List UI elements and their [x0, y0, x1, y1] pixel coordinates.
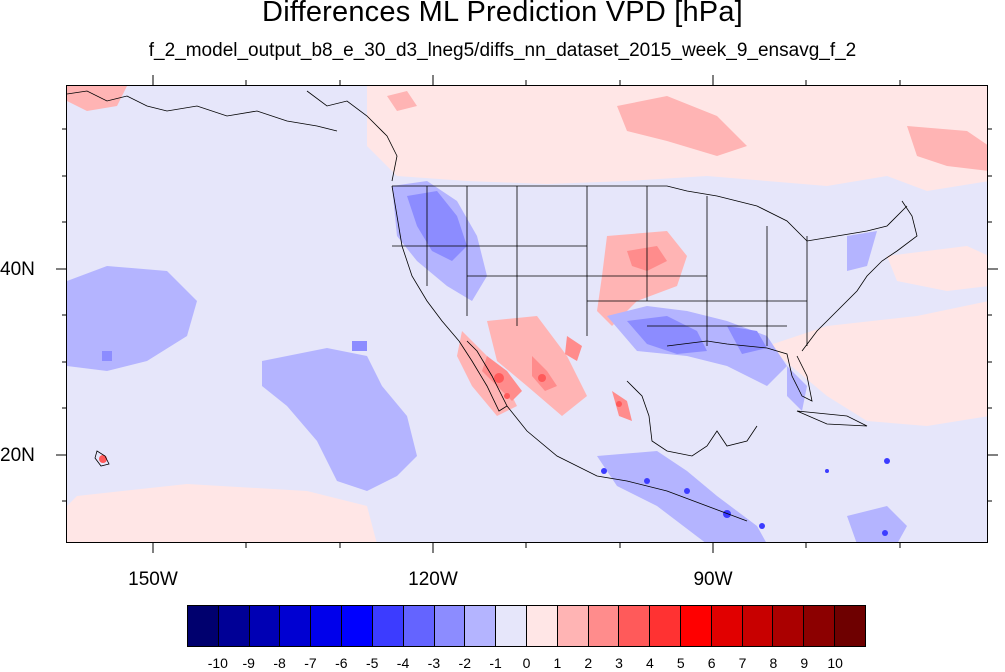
colorbar-swatch: [835, 606, 865, 646]
colorbar-label: -1: [489, 655, 502, 671]
colorbar-swatch: [588, 606, 620, 646]
peak-positive-spots: [99, 373, 622, 463]
map-subtitle: f_2_model_output_b8_e_30_d3_lneg5/diffs_…: [148, 40, 857, 61]
colorbar-label: -3: [427, 655, 441, 671]
colorbar-swatch: [372, 606, 404, 646]
colorbar-label: 9: [800, 655, 809, 671]
colorbar-swatch: [557, 606, 589, 646]
colorbar-label: 4: [646, 655, 654, 671]
strong-negative-spots: [601, 458, 890, 536]
colorbar-label: -8: [273, 655, 286, 671]
lon-label-90w: 90W: [693, 569, 733, 590]
colorbar-swatch: [249, 606, 281, 646]
colorbar-label: -6: [335, 655, 348, 671]
colorbar-swatch: [711, 606, 743, 646]
colorbar-label: 10: [827, 655, 843, 671]
map-plot-area: [66, 85, 988, 543]
colorbar-swatch: [342, 606, 373, 646]
colorbar-label: 3: [615, 655, 623, 671]
colorbar-label: 8: [769, 655, 778, 671]
colorbar-label: -2: [458, 655, 471, 671]
colorbar-label: -7: [304, 655, 317, 671]
colorbar-swatch: [742, 606, 774, 646]
colorbar-swatch: [188, 606, 219, 646]
map-title: Differences ML Prediction VPD [hPa]: [262, 0, 743, 28]
colorbar-swatch: [804, 606, 836, 646]
colorbar-label: -10: [207, 655, 228, 671]
colorbar-label: -9: [242, 655, 255, 671]
lon-label-120w: 120W: [408, 569, 458, 590]
lat-label-40n: 40N: [0, 259, 35, 280]
colorbar-swatch: [773, 606, 805, 646]
lon-label-150w: 150W: [128, 569, 178, 590]
colorbar-swatch: [619, 606, 651, 646]
colorbar-label: -4: [396, 655, 410, 671]
colorbar-swatch: [218, 606, 250, 646]
colorbar-label: 7: [738, 655, 747, 671]
colorbar-swatch: [496, 606, 527, 646]
coastlines-and-borders: [67, 90, 918, 522]
colorbar-swatch: [650, 606, 681, 646]
colorbar-swatch: [434, 606, 466, 646]
colorbar-swatch: [280, 606, 312, 646]
colorbar-swatch: [403, 606, 435, 646]
colorbar-label: -5: [365, 655, 379, 671]
colorbar-label: 6: [707, 655, 716, 671]
colorbar: [187, 605, 866, 647]
colorbar-swatch: [526, 606, 558, 646]
colorbar-label: 5: [676, 655, 685, 671]
colorbar-swatch: [311, 606, 343, 646]
colorbar-label: 2: [584, 655, 593, 671]
colorbar-label: 0: [522, 655, 531, 671]
colorbar-swatch: [681, 606, 712, 646]
lat-label-20n: 20N: [0, 445, 35, 466]
colorbar-label: 1: [553, 655, 562, 671]
vpd-difference-map: [67, 86, 987, 542]
colorbar-swatch: [465, 606, 497, 646]
